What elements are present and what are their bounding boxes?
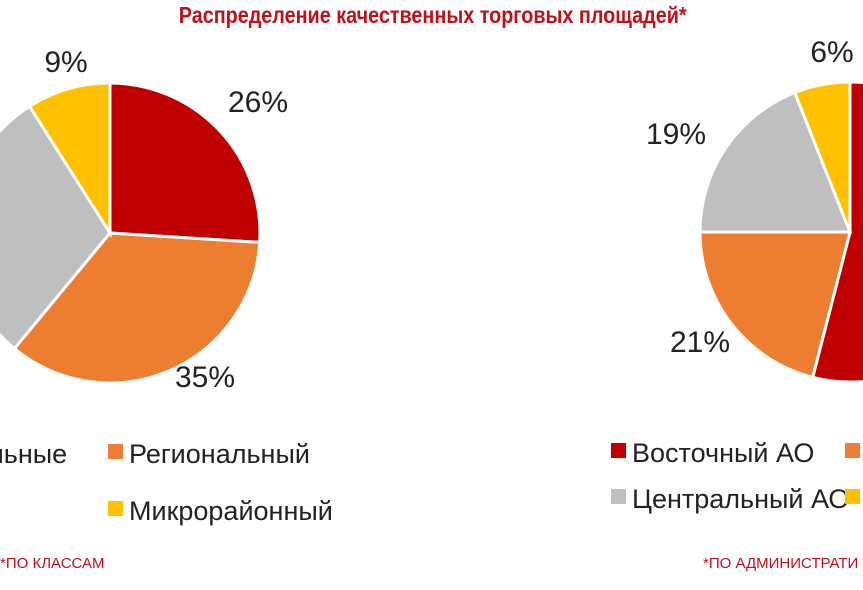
chart-title: Распределение качественных торговых площ… [178,2,687,28]
legend-swatch [845,489,860,504]
data-label: 19% [646,118,706,151]
legend-label: Микрорайонный [129,496,333,526]
pie-slice [12,231,262,385]
pie-slice [27,81,112,239]
legend-swatch [611,443,626,458]
pie-slice [698,90,853,234]
legend-swatch [611,489,626,504]
legend-swatch [108,444,123,459]
footnote: *ПО КЛАССАМ [0,555,105,572]
pie-chart-1: 26% 35% 9% альные Региональный Микрорайонный *… [0,46,333,572]
legend-label: альные [0,439,67,469]
legend-swatch [845,443,860,458]
legend-label: Восточный АО [632,438,814,468]
pie-slice [792,80,852,233]
data-label: 26% [228,86,288,119]
pie-slice [108,81,262,245]
data-label: 35% [175,361,235,394]
data-label: 21% [670,326,730,359]
data-label: 6% [810,36,853,69]
legend-label: Центральный АО [632,484,849,514]
pie-slice [0,104,112,351]
legend-swatch [108,501,123,516]
footnote: *ПО АДМИНИСТРАТИ [703,555,858,572]
data-label: 9% [44,46,87,79]
pie-chart-2: 21% 19% 6% Восточный АО Центральный АО *ПО АД… [611,36,863,572]
legend-label: Региональный [129,439,310,469]
pie-slice [698,230,852,380]
